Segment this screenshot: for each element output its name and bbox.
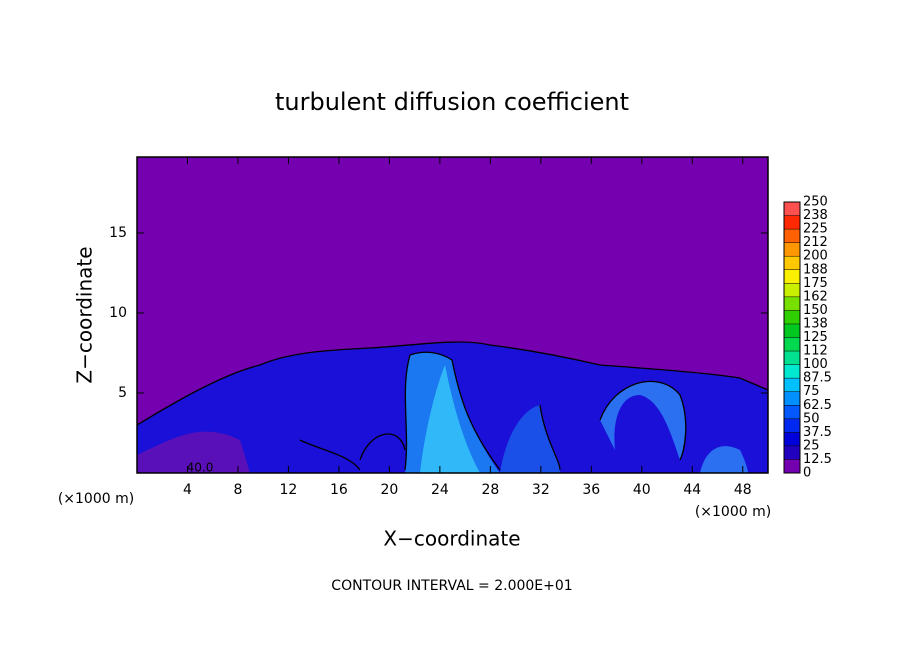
contour-label: 40.0: [187, 461, 214, 475]
x-tick-label: 36: [582, 482, 600, 498]
contour-line: [599, 380, 687, 461]
colorbar-label: 200: [803, 249, 828, 264]
contour-line: [299, 439, 361, 471]
colorbar-swatch: [784, 229, 800, 243]
x-tick-label: 48: [734, 482, 752, 498]
colorbar-label: 150: [803, 303, 828, 318]
colorbar-label: 100: [803, 357, 828, 372]
colorbar-swatch: [784, 391, 800, 406]
field-region: [600, 381, 686, 460]
colorbar-label: 25: [803, 438, 820, 453]
x-tick-label: 16: [330, 482, 348, 498]
x-tick-label: 44: [683, 482, 701, 498]
colorbar-swatch: [784, 418, 800, 433]
colorbar-label: 250: [803, 195, 828, 210]
colorbar-swatch: [784, 256, 800, 270]
x-tick-label: 24: [431, 482, 449, 498]
colorbar-label: 50: [803, 411, 820, 426]
colorbar-swatch: [784, 323, 800, 338]
colorbar-label: 175: [803, 276, 828, 291]
colorbar-swatch: [784, 283, 800, 297]
colorbar-swatch: [784, 269, 800, 284]
colorbar-swatch: [784, 445, 800, 460]
colorbar-label: 87.5: [803, 371, 832, 386]
x-tick-label: 12: [280, 482, 298, 498]
y-axis-label: Z−coordinate: [73, 246, 97, 383]
field: [136, 157, 769, 473]
colorbar-swatch: [784, 215, 800, 230]
colorbar-swatch: [784, 351, 800, 365]
colorbar-swatch: [784, 378, 800, 392]
colorbar-swatch: [784, 432, 800, 446]
colorbar-swatch: [784, 310, 800, 324]
x-unit: (×1000 m): [695, 504, 771, 520]
footnote: CONTOUR INTERVAL = 2.000E+01: [331, 578, 572, 594]
y-tick-label: 5: [118, 385, 127, 401]
plot-frame: [136, 156, 769, 474]
colorbar-label: 138: [803, 316, 828, 331]
x-tick-label: 40: [633, 482, 651, 498]
x-tick-label: 4: [183, 482, 192, 498]
x-unit: (×1000 m): [58, 491, 134, 507]
x-axis-label: X−coordinate: [383, 527, 520, 551]
contour-line: [539, 404, 561, 471]
colorbar-label: 112: [803, 344, 828, 359]
colorbar-label: 238: [803, 208, 828, 223]
y-tick-label: 10: [109, 305, 127, 321]
colorbar-label: 62.5: [803, 398, 832, 413]
colorbar-swatch: [784, 202, 800, 216]
colorbar-label: 75: [803, 384, 820, 399]
x-tick-label: 28: [481, 482, 499, 498]
contour-line: [359, 433, 406, 461]
colorbar-label: 162: [803, 289, 828, 304]
colorbar-label: 225: [803, 222, 828, 237]
x-tick-label: 8: [233, 482, 242, 498]
field-region: [420, 365, 480, 473]
chart-title: turbulent diffusion coefficient: [275, 88, 629, 116]
colorbar-swatch: [784, 405, 800, 419]
colorbar-label: 37.5: [803, 425, 832, 440]
colorbar-swatch: [784, 364, 800, 379]
colorbar-swatch: [784, 337, 800, 352]
contour-line: [404, 351, 501, 471]
field-region: [500, 405, 560, 473]
colorbar-label: 125: [803, 330, 828, 345]
colorbar-swatch: [784, 296, 800, 311]
colorbar-label: 12.5: [803, 452, 832, 467]
x-tick-label: 32: [532, 482, 550, 498]
field-region: [700, 446, 748, 473]
colorbar-label: 212: [803, 235, 828, 250]
colorbar-swatch: [784, 242, 800, 257]
contour-line: [136, 341, 769, 426]
y-tick-label: 15: [109, 225, 127, 241]
colorbar-swatch: [784, 459, 800, 473]
field-region: [137, 431, 250, 473]
colorbar-label: 0: [803, 466, 811, 481]
colorbar-label: 188: [803, 262, 828, 277]
x-tick-label: 20: [380, 482, 398, 498]
